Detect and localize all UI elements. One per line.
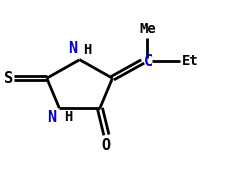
Text: N: N <box>68 41 77 56</box>
Text: N: N <box>47 110 56 125</box>
Text: H: H <box>84 43 92 57</box>
Text: Me: Me <box>139 21 156 35</box>
Text: S: S <box>4 71 13 86</box>
Text: O: O <box>102 138 111 153</box>
Text: C: C <box>144 54 153 69</box>
Text: Et: Et <box>182 54 198 68</box>
Text: H: H <box>64 110 72 124</box>
